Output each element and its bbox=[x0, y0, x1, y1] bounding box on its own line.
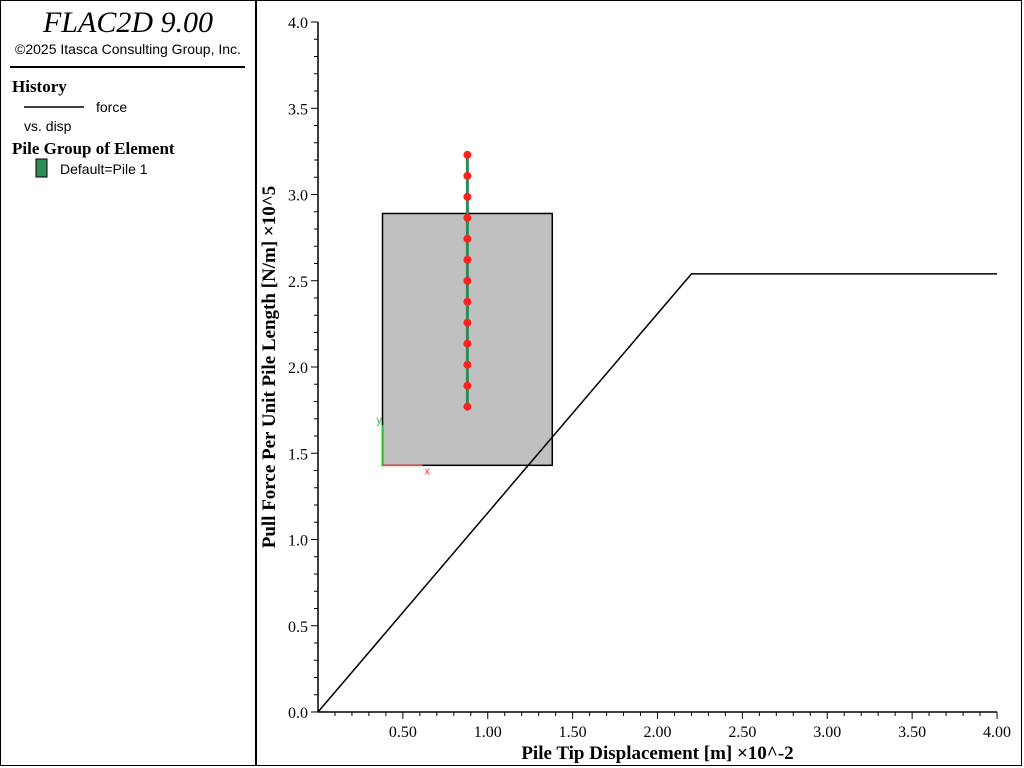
x-tick-label: 2.50 bbox=[728, 724, 756, 741]
x-tick-label: 1.50 bbox=[559, 724, 587, 741]
inset-axis-x-label: x bbox=[425, 465, 431, 477]
chart-series bbox=[317, 273, 997, 713]
model-inset: xy bbox=[377, 150, 554, 477]
x-tick-label: 0.50 bbox=[389, 724, 417, 741]
chart: Pull Force Per Unit Pile Length [N/m] ×1… bbox=[259, 15, 1011, 764]
inset-axis-y-label: y bbox=[377, 414, 383, 426]
y-tick-label: 3.0 bbox=[288, 188, 308, 205]
x-tick-label: 2.00 bbox=[644, 724, 672, 741]
y-tick-label: 0.5 bbox=[288, 619, 308, 636]
inset-pile-node bbox=[463, 234, 472, 243]
y-tick-label: 2.5 bbox=[288, 274, 308, 291]
y-tick-label: 4.0 bbox=[288, 15, 308, 32]
x-tick-label: 3.50 bbox=[898, 724, 926, 741]
pile-group-swatch bbox=[35, 158, 48, 178]
x-axis-label: Pile Tip Displacement [m] ×10^-2 bbox=[521, 743, 793, 764]
y-axis-label: Pull Force Per Unit Pile Length [N/m] ×1… bbox=[259, 186, 280, 549]
inset-pile-node bbox=[463, 255, 472, 264]
inset-pile-node bbox=[463, 171, 472, 180]
inset-pile-node bbox=[463, 213, 472, 222]
app-title: FLAC2D 9.00 bbox=[42, 6, 213, 39]
x-tick-label: 1.00 bbox=[474, 724, 502, 741]
inset-pile-node bbox=[463, 192, 472, 201]
series-line-force bbox=[317, 273, 997, 713]
history-entry-sub: vs. disp bbox=[24, 118, 72, 134]
inset-pile-node bbox=[463, 402, 472, 411]
x-tick-label: 3.00 bbox=[813, 724, 841, 741]
inset-pile-node bbox=[463, 318, 472, 327]
y-tick-label: 0.0 bbox=[288, 705, 308, 722]
history-entry-name: force bbox=[96, 99, 127, 115]
inset-pile-node bbox=[463, 381, 472, 390]
inset-pile-node bbox=[463, 360, 472, 369]
pile-group-entry: Default=Pile 1 bbox=[60, 161, 148, 177]
chart-axes: 0.0 0.5 1.0 1.5 2.0 2.5 3.0 3.5 4.0 0.50 1.00 1.50 2… bbox=[288, 15, 1011, 741]
y-tick-label: 1.0 bbox=[288, 533, 308, 550]
inset-pile-node bbox=[463, 297, 472, 306]
copyright: ©2025 Itasca Consulting Group, Inc. bbox=[15, 41, 241, 57]
legend-panel: FLAC2D 9.00 ©2025 Itasca Consulting Grou… bbox=[10, 6, 245, 178]
history-heading: History bbox=[12, 77, 67, 96]
x-tick-label: 4.00 bbox=[983, 724, 1011, 741]
inset-pile-node bbox=[463, 276, 472, 285]
inset-pile-node bbox=[463, 339, 472, 348]
inset-pile-node bbox=[463, 150, 472, 159]
y-tick-label: 1.5 bbox=[288, 446, 308, 463]
y-tick-label: 3.5 bbox=[288, 101, 308, 118]
y-tick-label: 2.0 bbox=[288, 360, 308, 377]
pile-group-heading: Pile Group of Element bbox=[12, 139, 175, 158]
